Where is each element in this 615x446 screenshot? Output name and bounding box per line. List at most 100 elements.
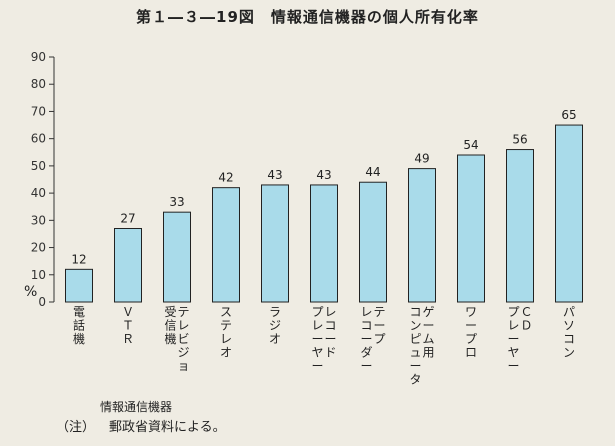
- y-tick-label: 60: [31, 132, 46, 146]
- x-tick-label-char: ン: [409, 319, 421, 333]
- bar-value-label: 65: [561, 108, 576, 122]
- bar: [408, 168, 436, 303]
- bar-value-label: 43: [316, 168, 331, 182]
- x-tick-label-char: プ: [465, 332, 477, 346]
- x-tick-label-char: パ: [563, 305, 575, 319]
- y-axis-unit-label: %: [24, 284, 37, 300]
- x-tick-label-char: ビ: [177, 332, 189, 346]
- x-tick-label-char: コ: [360, 319, 372, 333]
- bar-value-label: 56: [512, 133, 527, 147]
- x-tick-label: 電話機: [73, 305, 85, 346]
- bar-value-label: 49: [414, 152, 429, 166]
- bar: [506, 149, 534, 303]
- bar: [310, 184, 338, 303]
- y-tick-label: 90: [31, 50, 46, 64]
- x-tick-label-char: Ｄ: [520, 319, 532, 333]
- x-tick-label-char: ワ: [465, 305, 477, 319]
- y-tick-label: 80: [31, 77, 46, 91]
- x-tick-label-char: ー: [311, 359, 323, 373]
- bar: [114, 228, 142, 303]
- x-tick-label-char: Ｒ: [122, 332, 134, 346]
- x-tick-label-char: ロ: [465, 346, 477, 360]
- x-tick-label-char: ー: [324, 332, 336, 346]
- x-tick-label-char: ー: [360, 332, 372, 346]
- bar-value-label: 27: [120, 212, 135, 226]
- x-tick-label-char: 機: [73, 331, 85, 346]
- bar: [261, 184, 289, 303]
- x-tick-label-char: ソ: [563, 319, 575, 333]
- x-tick-label-char: ヤ: [507, 346, 519, 360]
- bar-value-label: 44: [365, 165, 380, 179]
- x-tick-label-char: レ: [220, 332, 232, 346]
- footnote: （注） 郵政省資料による。: [56, 416, 226, 435]
- x-tick-label-char: ン: [563, 346, 575, 360]
- bar-value-label: 42: [218, 171, 233, 185]
- y-tick-label: 20: [31, 241, 46, 255]
- x-tick-label-char: 信: [164, 319, 176, 333]
- x-tick-label-char: ス: [220, 305, 232, 319]
- y-tick-label: 70: [31, 104, 46, 118]
- x-tick-label-char: プ: [373, 332, 385, 346]
- x-tick-label-char: 用: [422, 346, 434, 360]
- x-tick-label-char: コ: [409, 305, 421, 319]
- x-tick-label-char: 機: [164, 331, 176, 346]
- x-tick-label-char: Ｖ: [122, 305, 134, 319]
- footnote-label: （注）: [56, 420, 96, 435]
- x-tick-label-char: プ: [311, 305, 323, 319]
- x-tick-label-char: ム: [422, 332, 434, 346]
- bar-value-label: 12: [71, 252, 86, 266]
- x-tick-label-char: レ: [360, 305, 372, 319]
- x-tick-label-char: ジ: [177, 346, 189, 360]
- x-tick-label-char: ー: [507, 332, 519, 346]
- footnote-text: 郵政省資料による。: [109, 420, 226, 435]
- x-tick-label-char: ド: [324, 346, 336, 360]
- x-tick-label-char: ー: [507, 359, 519, 373]
- x-tick-label-char: ピ: [409, 332, 421, 346]
- bar-value-label: 43: [267, 168, 282, 182]
- bar: [212, 187, 240, 303]
- x-tick-label-char: ー: [311, 332, 323, 346]
- x-tick-labels: 電話機ＶＴＲテレビジョ受信機ステレオラジオレコードプレーヤーテープレコーダーゲー…: [73, 305, 575, 387]
- x-tick-label-char: テ: [177, 305, 189, 319]
- x-tick-label-char: 話: [73, 318, 85, 333]
- x-tick-label-char: ジ: [269, 319, 281, 333]
- bar-value-label: 33: [169, 195, 184, 209]
- bar: [359, 181, 387, 303]
- x-tick-label-char: ョ: [177, 359, 189, 373]
- x-tick-label-char: Ｃ: [520, 305, 532, 319]
- x-tick-label-char: ュ: [409, 346, 421, 360]
- x-tick-label-char: ー: [360, 359, 372, 373]
- bars: 12 27 33 42 43 43 44 49 54 56 65: [65, 108, 583, 303]
- x-axis-title: 情報通信機器: [100, 400, 173, 414]
- x-tick-label-char: テ: [373, 305, 385, 319]
- x-tick-label-char: レ: [177, 319, 189, 333]
- y-axis: 0 10 20 30 40 50 60 70 80 90: [31, 50, 55, 309]
- bar: [457, 154, 485, 303]
- x-tick-label: ＶＴＲ: [122, 305, 134, 346]
- x-tick-label-char: 受: [164, 305, 176, 319]
- x-tick-label-char: ヤ: [311, 346, 323, 360]
- x-tick-label-char: コ: [563, 332, 575, 346]
- x-tick-label-char: Ｔ: [122, 319, 134, 333]
- x-tick-label-char: レ: [311, 319, 323, 333]
- x-tick-label-char: オ: [220, 346, 232, 360]
- y-tick-label: 10: [31, 268, 46, 282]
- x-tick-label-char: タ: [409, 373, 421, 387]
- x-tick-label-char: ー: [409, 359, 421, 373]
- bar: [65, 268, 93, 303]
- y-tick-label: 40: [31, 186, 46, 200]
- x-tick-label-char: プ: [507, 305, 519, 319]
- x-tick-label-char: ー: [373, 319, 385, 333]
- x-tick-label-char: ダ: [360, 345, 372, 360]
- y-tick-label: 50: [31, 159, 46, 173]
- x-tick-label: ラジオ: [269, 305, 281, 346]
- x-tick-label-char: コ: [324, 319, 336, 333]
